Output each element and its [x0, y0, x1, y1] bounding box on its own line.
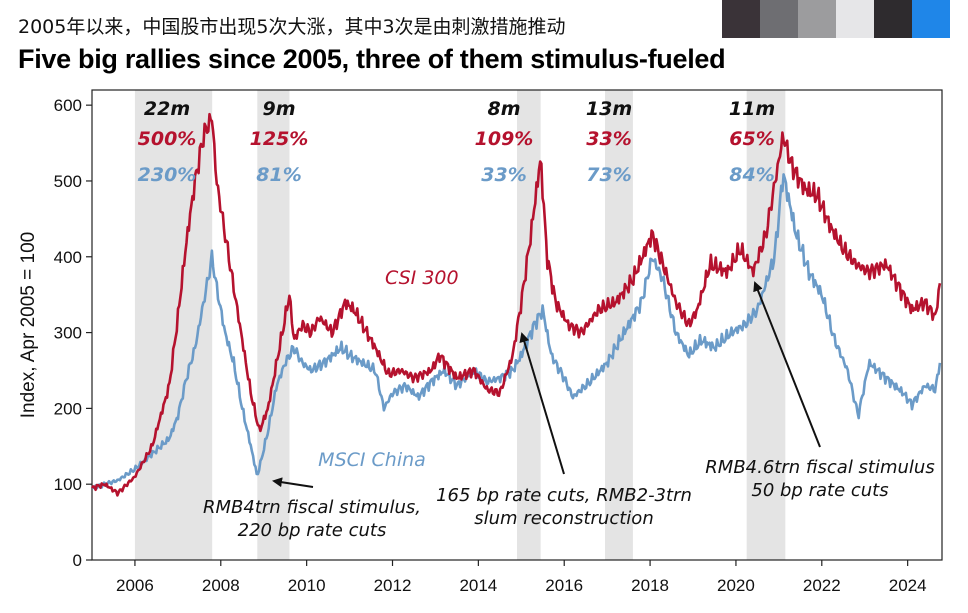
- annotation-text: 50 bp rate cuts: [751, 480, 888, 501]
- annotation-text: RMB4trn fiscal stimulus,: [203, 497, 421, 518]
- x-tick-label: 2022: [803, 576, 841, 595]
- annotation-text: RMB4.6trn fiscal stimulus: [705, 457, 934, 478]
- chinese-subtitle: 2005年以来，中国股市出现5次大涨，其中3次是由刺激措施推动: [18, 16, 566, 38]
- annotation-arrow-2: [753, 281, 821, 448]
- rally-msci-gain-label: 84%: [729, 164, 774, 186]
- annotation-text: 165 bp rate cuts, RMB2-3trn: [436, 485, 692, 506]
- x-tick-label: 2008: [202, 576, 240, 595]
- color-swatch-0: [722, 0, 760, 38]
- rally-duration-label: 9m: [262, 98, 295, 120]
- color-swatch-1: [760, 0, 798, 38]
- y-tick-label: 400: [54, 248, 82, 267]
- csi-300-line: [90, 112, 942, 497]
- rally-duration-label: 8m: [487, 98, 520, 120]
- msci-china-line: [91, 173, 942, 490]
- color-swatch-2: [798, 0, 836, 38]
- color-swatch-5: [912, 0, 950, 38]
- y-tick-label: 0: [73, 551, 82, 570]
- color-swatch-strip: [722, 0, 950, 38]
- x-tick-label: 2020: [717, 576, 755, 595]
- rally-duration-label: 22m: [144, 98, 190, 120]
- x-tick-label: 2006: [116, 576, 154, 595]
- y-tick-label: 300: [54, 324, 82, 343]
- x-tick-label: 2016: [545, 576, 583, 595]
- y-axis-label: Index, Apr 2005 = 100: [18, 232, 39, 418]
- msci-china-series-label: MSCI China: [318, 449, 426, 471]
- rally-msci-gain-label: 33%: [481, 164, 526, 186]
- color-swatch-3: [836, 0, 874, 38]
- annotation-text: slum reconstruction: [474, 508, 653, 529]
- rally-csi-gain-label: 500%: [138, 128, 197, 150]
- plot-frame: [91, 89, 943, 561]
- rally-msci-gain-label: 81%: [256, 164, 301, 186]
- annotation-arrow-1: [519, 332, 565, 475]
- rally-msci-gain-label: 73%: [586, 164, 631, 186]
- x-tick-label: 2010: [288, 576, 326, 595]
- csi-300-series-label: CSI 300: [385, 267, 459, 289]
- annotation-arrow-0: [272, 477, 314, 488]
- color-swatch-4: [874, 0, 912, 38]
- rally-csi-gain-label: 109%: [475, 128, 534, 150]
- x-tick-label: 2012: [374, 576, 412, 595]
- rally-msci-gain-label: 230%: [138, 164, 197, 186]
- rally-duration-label: 11m: [729, 98, 775, 120]
- rally-duration-label: 13m: [586, 98, 632, 120]
- rally-csi-gain-label: 65%: [729, 128, 774, 150]
- annotation-text: 220 bp rate cuts: [238, 520, 387, 541]
- x-tick-label: 2024: [889, 576, 927, 595]
- rally-csi-gain-label: 33%: [586, 128, 631, 150]
- x-tick-label: 2014: [459, 576, 497, 595]
- chart-title: Five big rallies since 2005, three of th…: [18, 44, 726, 74]
- y-tick-label: 500: [54, 172, 82, 191]
- y-tick-label: 600: [54, 96, 82, 115]
- y-tick-label: 200: [54, 399, 82, 418]
- y-tick-label: 100: [54, 475, 82, 494]
- shaded-period-4: [746, 90, 786, 560]
- x-tick-label: 2018: [631, 576, 669, 595]
- rally-csi-gain-label: 125%: [250, 128, 309, 150]
